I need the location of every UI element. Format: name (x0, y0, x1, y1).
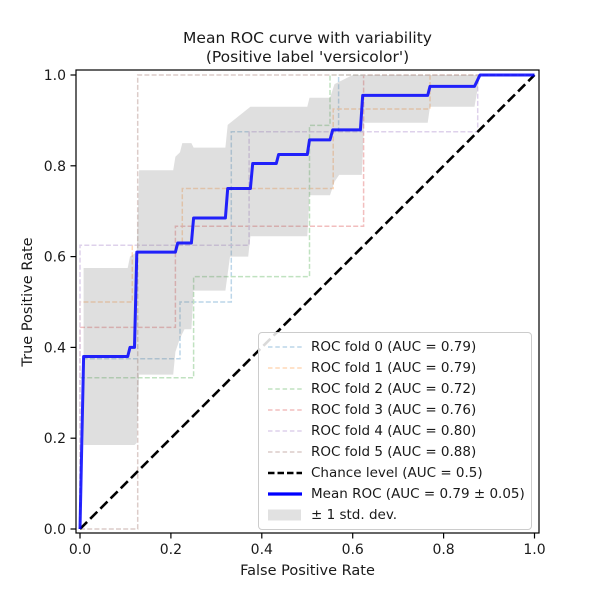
plot-spines (75, 69, 540, 534)
legend-line-sample (267, 382, 303, 396)
roc-fold-lines (79, 74, 535, 530)
legend-item-8: ± 1 std. dev. (267, 505, 523, 525)
mean-roc-line (78, 73, 535, 530)
legend-item-4: ROC fold 4 (AUC = 0.80) (267, 421, 523, 441)
legend-item-label: ROC fold 0 (AUC = 0.79) (311, 338, 477, 355)
x-tick-label: 0.4 (251, 542, 273, 558)
x-tick-label: 0.2 (160, 542, 182, 558)
legend-item-label: Mean ROC (AUC = 0.79 ± 0.05) (311, 486, 525, 503)
legend-box: ROC fold 0 (AUC = 0.79) ROC fold 1 (AUC =… (258, 332, 532, 530)
legend-item-label: Chance level (AUC = 0.5) (311, 465, 483, 482)
x-tick-label: 0.8 (432, 542, 454, 558)
legend-line-sample (267, 487, 303, 501)
roc-fold-1-line (79, 74, 535, 529)
legend-item-label: ROC fold 3 (AUC = 0.76) (311, 401, 477, 418)
legend-line-sample (267, 466, 303, 480)
y-axis-label: True Positive Rate (20, 237, 36, 367)
chart-title-line2: (Positive label 'versicolor') (205, 48, 410, 66)
axes-frame (75, 69, 540, 534)
chance-line (79, 74, 536, 530)
y-tick-label: 0.6 (44, 250, 66, 266)
y-tick-label: 0.2 (44, 431, 66, 447)
legend-line-sample (267, 361, 303, 375)
legend-item-1: ROC fold 1 (AUC = 0.79) (267, 358, 523, 378)
legend-item-label: ROC fold 5 (AUC = 0.88) (311, 444, 477, 461)
x-axis-label: False Positive Rate (240, 563, 375, 579)
legend-item-7: Mean ROC (AUC = 0.79 ± 0.05) (267, 484, 525, 504)
legend-item-label: ROC fold 2 (AUC = 0.72) (311, 380, 477, 397)
mean-roc-line-group (78, 73, 535, 530)
chart-title-line1: Mean ROC curve with variability (183, 29, 432, 47)
legend-item-label: ROC fold 4 (AUC = 0.80) (311, 422, 477, 439)
x-tick-label: 1.0 (523, 542, 545, 558)
y-tick-label: 0.8 (44, 159, 66, 175)
std-dev-band (83, 75, 480, 445)
legend-patch-sample (267, 508, 303, 522)
axis-ticks: 0.0 0.2 0.4 0.6 0.8 1.0 0.0 0.2 0.4 0.6 0.8 1.0 (44, 68, 546, 558)
y-tick-label: 0.4 (44, 340, 66, 356)
roc-fold-0-line (79, 74, 535, 529)
legend-item-6: Chance level (AUC = 0.5) (267, 463, 523, 483)
legend-line-sample (267, 424, 303, 438)
legend-line-sample (267, 340, 303, 354)
x-tick-label: 0.0 (69, 542, 91, 558)
legend-item-5: ROC fold 5 (AUC = 0.88) (267, 442, 523, 462)
legend-item-label: ± 1 std. dev. (311, 507, 398, 524)
legend-line-sample (267, 445, 303, 459)
roc-fold-5-line (80, 74, 535, 530)
legend-item-label: ROC fold 1 (AUC = 0.79) (311, 359, 477, 376)
std-dev-band-group (83, 75, 480, 445)
legend-item-3: ROC fold 3 (AUC = 0.76) (267, 400, 523, 420)
x-tick-label: 0.6 (342, 542, 364, 558)
y-tick-label: 1.0 (44, 68, 66, 84)
roc-fold-2-line (79, 74, 535, 529)
legend-item-0: ROC fold 0 (AUC = 0.79) (267, 337, 523, 357)
chance-line-group (79, 74, 536, 530)
y-tick-label: 0.0 (44, 522, 66, 538)
chart-title: Mean ROC curve with variability (Positiv… (76, 29, 539, 67)
legend-line-sample (267, 403, 303, 417)
legend-item-2: ROC fold 2 (AUC = 0.72) (267, 379, 523, 399)
